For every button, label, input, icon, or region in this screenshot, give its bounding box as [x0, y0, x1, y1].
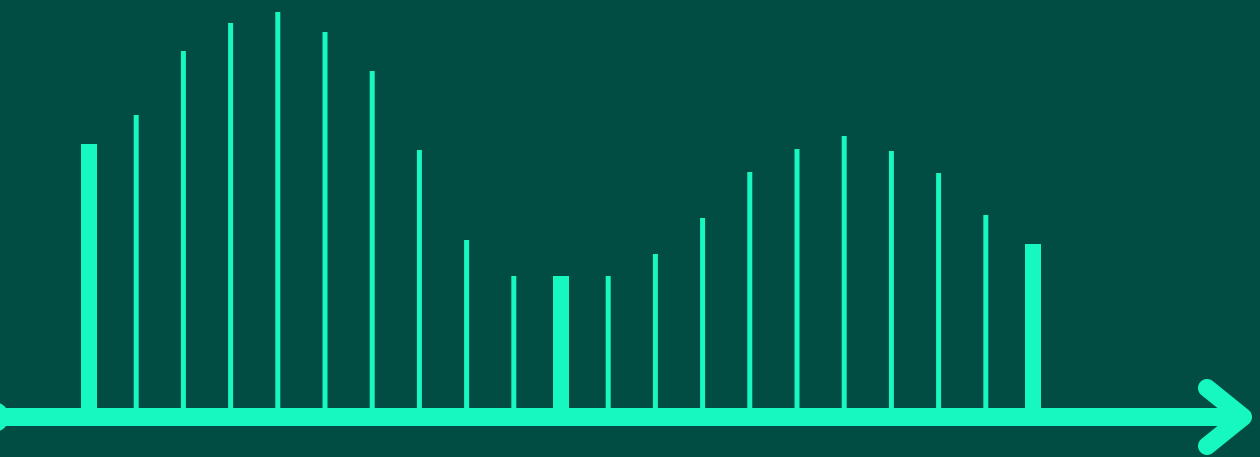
highlighted-bar [81, 144, 97, 408]
bar [888, 151, 894, 408]
bar [700, 218, 706, 408]
bar [652, 254, 658, 408]
highlighted-bar [1025, 244, 1041, 408]
bars [81, 12, 1041, 408]
bar [936, 173, 942, 408]
highlighted-bar [553, 276, 569, 408]
axis-arrow [1198, 379, 1252, 455]
bar [747, 172, 753, 408]
bar [369, 71, 375, 408]
bar [416, 150, 422, 408]
bar [983, 215, 989, 408]
bar [511, 276, 517, 408]
bar [464, 240, 470, 408]
bar [133, 115, 139, 408]
bar [794, 149, 800, 408]
bar [605, 276, 611, 408]
bar [322, 32, 328, 408]
bar [228, 23, 234, 408]
x-axis [0, 379, 1252, 455]
bar [275, 12, 281, 408]
bar [841, 136, 847, 408]
axis-start [0, 403, 9, 431]
bar [180, 51, 186, 408]
